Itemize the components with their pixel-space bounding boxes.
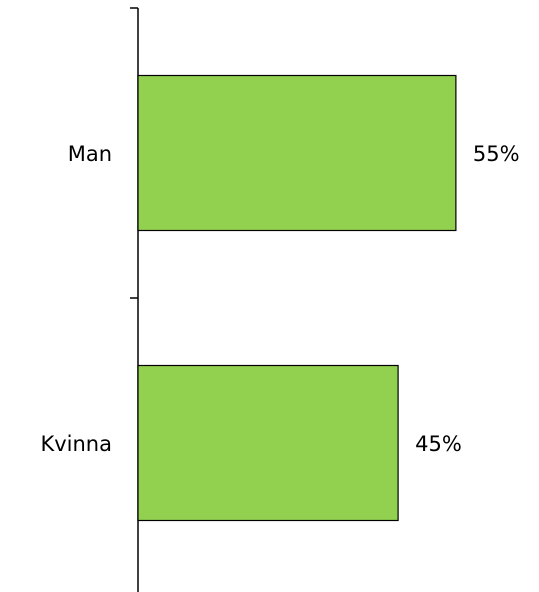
bar (137, 74, 457, 232)
value-label: 55% (473, 142, 520, 166)
bar (137, 364, 399, 522)
category-label: Man (68, 142, 112, 166)
value-label: 45% (415, 432, 462, 456)
category-label: Kvinna (40, 432, 112, 456)
